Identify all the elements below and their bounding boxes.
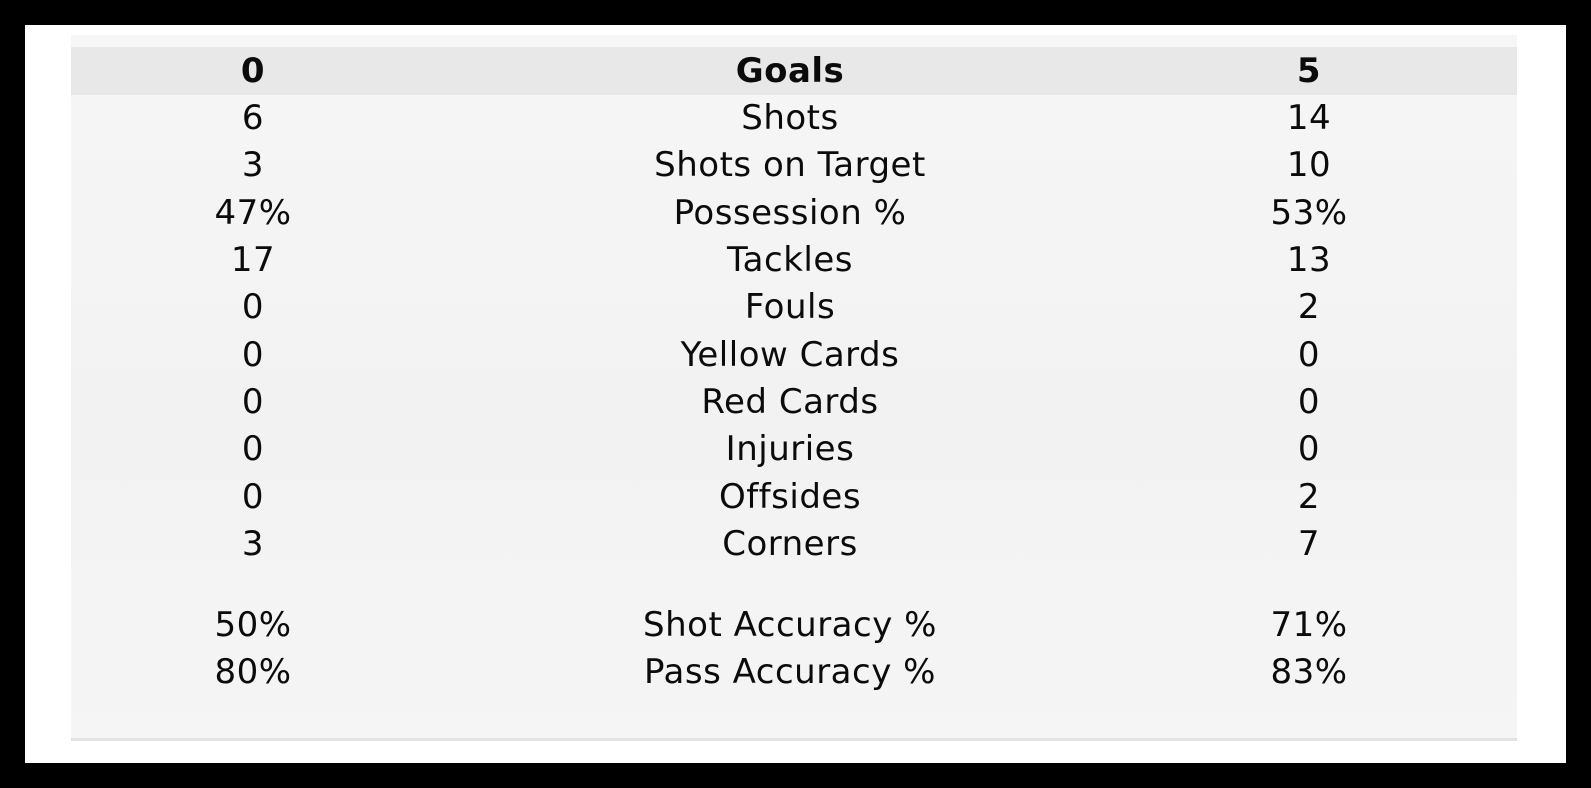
away-value: 10 <box>1286 145 1332 185</box>
stat-row-fouls: 0 Fouls 2 <box>71 283 1517 331</box>
panel-bottom-edge <box>71 738 1517 741</box>
stat-row-pass-accuracy: 80% Pass Accuracy % 83% <box>71 648 1517 696</box>
home-value: 50% <box>214 605 292 645</box>
home-value: 17 <box>230 240 276 280</box>
away-value: 5 <box>1296 51 1322 91</box>
stat-label: Corners <box>722 524 858 564</box>
stat-label: Shot Accuracy % <box>643 605 937 645</box>
away-value: 14 <box>1286 98 1332 138</box>
home-value: 0 <box>240 51 266 91</box>
screenshot-frame: 0 Goals 5 6 Shots 14 3 Shots on Target 1… <box>25 25 1566 763</box>
home-value: 6 <box>241 98 265 138</box>
home-value: 0 <box>241 287 265 327</box>
stat-row-shots-on-target: 3 Shots on Target 10 <box>71 141 1517 189</box>
away-value: 13 <box>1286 240 1332 280</box>
away-value: 71% <box>1270 605 1348 645</box>
stat-row-injuries: 0 Injuries 0 <box>71 425 1517 473</box>
home-value: 80% <box>214 652 292 692</box>
stat-label: Goals <box>735 51 845 91</box>
stat-row-red-cards: 0 Red Cards 0 <box>71 378 1517 426</box>
away-value: 2 <box>1297 477 1321 517</box>
home-value: 0 <box>241 429 265 469</box>
away-value: 7 <box>1297 524 1321 564</box>
stat-row-shots: 6 Shots 14 <box>71 94 1517 142</box>
home-value: 47% <box>214 193 292 233</box>
stat-label: Possession % <box>673 193 907 233</box>
match-stats-panel: 0 Goals 5 6 Shots 14 3 Shots on Target 1… <box>71 35 1517 741</box>
home-value: 0 <box>241 335 265 375</box>
stat-label: Pass Accuracy % <box>644 652 936 692</box>
stat-row-possession: 47% Possession % 53% <box>71 189 1517 237</box>
stat-label: Injuries <box>725 429 855 469</box>
home-value: 3 <box>241 524 265 564</box>
stat-label: Tackles <box>727 240 853 280</box>
stat-row-tackles: 17 Tackles 13 <box>71 236 1517 284</box>
away-value: 83% <box>1270 652 1348 692</box>
stat-label: Yellow Cards <box>680 335 900 375</box>
home-value: 0 <box>241 477 265 517</box>
stat-row-offsides: 0 Offsides 2 <box>71 473 1517 521</box>
stat-label: Red Cards <box>701 382 879 422</box>
away-value: 0 <box>1297 382 1321 422</box>
away-value: 2 <box>1297 287 1321 327</box>
stat-label: Shots <box>741 98 839 138</box>
away-value: 0 <box>1297 335 1321 375</box>
home-value: 0 <box>241 382 265 422</box>
away-value: 0 <box>1297 429 1321 469</box>
home-value: 3 <box>241 145 265 185</box>
stat-label: Shots on Target <box>654 145 926 185</box>
stat-row-corners: 3 Corners 7 <box>71 520 1517 568</box>
stat-row-shot-accuracy: 50% Shot Accuracy % 71% <box>71 601 1517 649</box>
stat-label: Fouls <box>744 287 836 327</box>
stat-row-yellow-cards: 0 Yellow Cards 0 <box>71 331 1517 379</box>
stat-label: Offsides <box>718 477 862 517</box>
away-value: 53% <box>1270 193 1348 233</box>
stat-row-goals: 0 Goals 5 <box>71 47 1517 95</box>
